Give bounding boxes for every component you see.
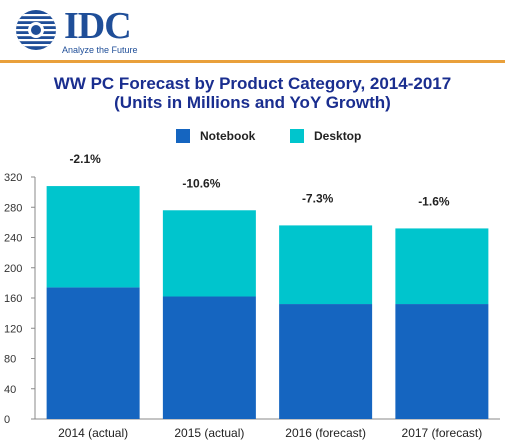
legend-label-desktop: Desktop <box>314 129 362 143</box>
bar-desktop-1 <box>46 186 140 288</box>
y-tick-label: 200 <box>4 263 22 275</box>
y-tick-label: 160 <box>4 293 22 305</box>
chart-title: WW PC Forecast by Product Category, 2014… <box>0 74 505 112</box>
growth-annotation: -1.6% <box>418 194 450 208</box>
y-tick-label: 240 <box>4 233 22 245</box>
bar-desktop-2 <box>162 210 256 297</box>
logo-tagline: Analyze the Future <box>62 45 138 55</box>
bar-notebook-1 <box>46 287 140 419</box>
legend-item-notebook: Notebook <box>176 129 255 143</box>
x-tick-label: 2015 (actual) <box>174 426 244 440</box>
logo-wordmark: IDC <box>64 5 132 47</box>
bar-notebook-3 <box>279 304 373 419</box>
legend-swatch-notebook <box>176 129 190 143</box>
x-tick-label: 2014 (actual) <box>58 426 128 440</box>
y-tick-label: 120 <box>4 323 22 335</box>
stacked-bar-chart: 0 40 80 120 160 200 240 280 320 2014 (actual) -2.1… <box>4 152 500 440</box>
header-rule <box>0 60 505 63</box>
y-tick-label: 40 <box>4 384 16 396</box>
idc-logo[interactable]: IDC Analyze the Future <box>14 6 154 56</box>
growth-annotation: -10.6% <box>182 176 220 190</box>
legend-label-notebook: Notebook <box>200 129 256 143</box>
chart-title-line-2: (Units in Millions and YoY Growth) <box>114 93 391 112</box>
growth-annotation: -2.1% <box>69 152 101 166</box>
chart-title-line-1: WW PC Forecast by Product Category, 2014… <box>53 74 452 93</box>
header: IDC Analyze the Future <box>0 0 505 63</box>
bar-notebook-4 <box>395 304 489 419</box>
y-tick-label: 320 <box>4 172 22 184</box>
y-tick-label: 280 <box>4 202 22 214</box>
bar-desktop-3 <box>279 225 373 305</box>
legend-item-desktop: Desktop <box>290 129 361 143</box>
legend-swatch-desktop <box>290 129 304 143</box>
y-tick-label: 80 <box>4 354 16 366</box>
y-tick-label: 0 <box>4 414 10 426</box>
growth-annotation: -7.3% <box>302 191 334 205</box>
x-tick-label: 2016 (forecast) <box>285 426 366 440</box>
bar-notebook-2 <box>162 296 256 419</box>
bar-desktop-4 <box>395 228 489 305</box>
chart-legend: Notebook Desktop <box>0 129 505 147</box>
globe-icon <box>16 10 56 50</box>
x-tick-label: 2017 (forecast) <box>402 426 483 440</box>
